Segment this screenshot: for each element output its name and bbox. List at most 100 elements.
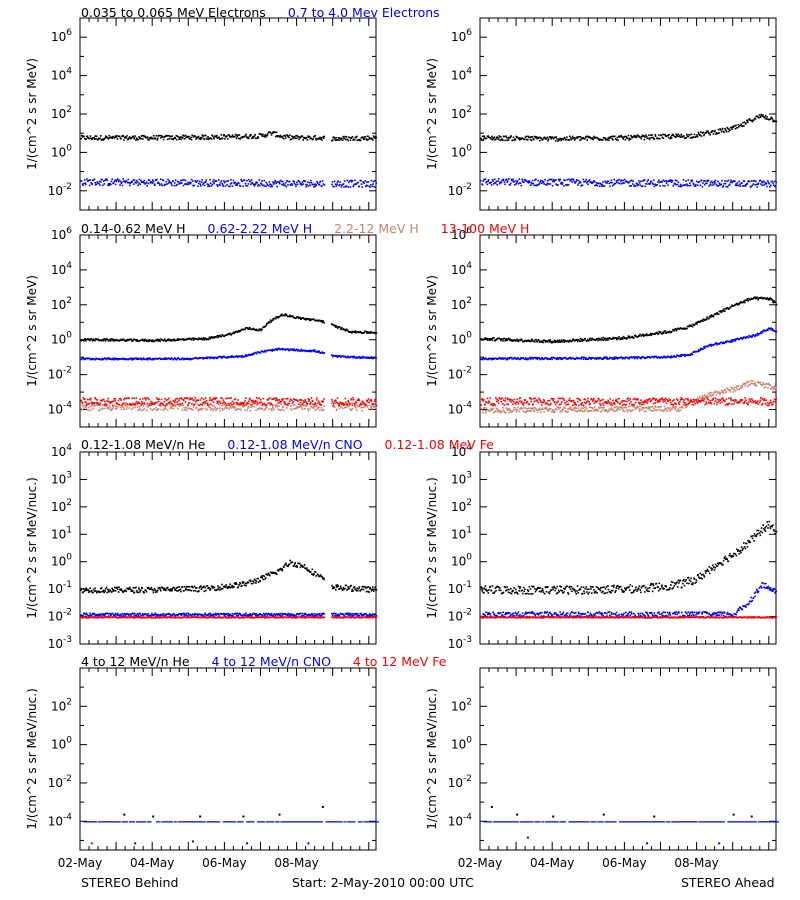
data-point xyxy=(699,349,702,351)
data-point xyxy=(130,403,133,406)
data-point xyxy=(339,181,341,183)
data-point xyxy=(340,356,342,358)
data-point xyxy=(218,136,220,139)
data-point xyxy=(166,403,168,405)
data-point xyxy=(684,406,687,409)
data-point xyxy=(239,404,241,406)
data-point xyxy=(723,342,726,344)
data-point xyxy=(96,404,98,406)
data-point xyxy=(769,186,771,188)
data-point xyxy=(284,135,287,137)
data-point xyxy=(526,139,529,141)
data-point xyxy=(556,138,558,140)
data-point xyxy=(186,357,189,360)
data-point xyxy=(725,185,728,188)
data-point xyxy=(187,358,189,360)
data-point xyxy=(312,183,314,186)
data-point xyxy=(592,407,594,410)
data-point xyxy=(502,139,504,142)
data-point xyxy=(548,340,551,343)
data-point xyxy=(480,404,482,406)
data-point xyxy=(142,358,144,360)
data-point xyxy=(353,405,356,407)
data-point xyxy=(208,399,211,401)
data-point xyxy=(256,401,259,403)
data-point xyxy=(320,137,323,139)
data-point xyxy=(125,358,128,361)
data-point xyxy=(361,332,363,334)
data-point xyxy=(304,399,306,401)
data-point xyxy=(337,137,340,139)
data-point xyxy=(653,179,655,181)
data-point xyxy=(618,178,621,181)
data-point xyxy=(276,398,278,401)
data-point xyxy=(730,179,732,182)
data-point xyxy=(203,184,206,187)
data-point xyxy=(550,408,552,410)
data-point xyxy=(269,397,271,399)
data-point xyxy=(118,179,120,181)
data-point xyxy=(530,410,532,412)
data-point xyxy=(642,406,645,409)
data-point xyxy=(225,180,227,183)
data-point xyxy=(186,407,189,409)
data-point xyxy=(660,356,663,358)
data-point xyxy=(581,356,583,358)
data-point xyxy=(674,179,677,182)
data-point xyxy=(278,405,280,407)
data-point xyxy=(742,337,744,339)
data-point xyxy=(743,121,746,124)
data-point xyxy=(110,401,112,403)
data-point xyxy=(499,409,502,412)
data-point xyxy=(281,183,283,186)
data-point xyxy=(571,181,573,183)
data-point xyxy=(255,181,258,183)
data-point xyxy=(238,137,240,140)
data-point xyxy=(121,181,123,184)
data-point xyxy=(481,397,484,400)
data-point xyxy=(480,358,482,360)
data-point xyxy=(370,398,372,401)
data-point xyxy=(250,399,253,402)
data-point xyxy=(209,406,212,409)
data-point xyxy=(221,407,223,410)
data-point xyxy=(218,403,221,406)
y-axis-label: 1/(cm^2 s sr MeV) xyxy=(425,275,439,387)
data-point xyxy=(582,410,584,413)
data-point xyxy=(270,134,273,136)
data-point xyxy=(182,184,185,187)
data-point xyxy=(231,400,234,403)
data-point xyxy=(483,178,486,181)
y-axis-label: 1/(cm^2 s sr MeV) xyxy=(25,275,39,387)
data-point xyxy=(761,331,764,334)
data-point xyxy=(141,358,143,361)
data-point xyxy=(509,338,511,340)
data-point xyxy=(663,133,666,136)
data-point xyxy=(539,136,541,139)
data-point xyxy=(88,357,91,360)
data-point xyxy=(178,338,180,340)
data-point xyxy=(715,183,718,186)
data-point xyxy=(677,181,680,184)
data-point xyxy=(595,339,597,341)
data-point xyxy=(159,357,161,359)
data-point xyxy=(632,180,634,183)
data-point xyxy=(255,409,257,412)
data-point xyxy=(125,340,127,342)
data-point xyxy=(375,136,377,139)
data-point xyxy=(240,404,243,406)
data-point xyxy=(520,338,523,340)
data-point xyxy=(358,356,361,358)
data-point xyxy=(623,182,625,184)
data-point xyxy=(132,179,135,181)
data-point xyxy=(549,178,552,181)
data-point xyxy=(741,182,743,184)
data-point xyxy=(197,185,199,187)
data-point xyxy=(739,185,741,187)
data-point xyxy=(342,402,344,405)
data-point xyxy=(580,358,583,360)
data-point xyxy=(605,138,608,140)
data-point xyxy=(130,358,133,361)
data-point xyxy=(124,339,126,342)
